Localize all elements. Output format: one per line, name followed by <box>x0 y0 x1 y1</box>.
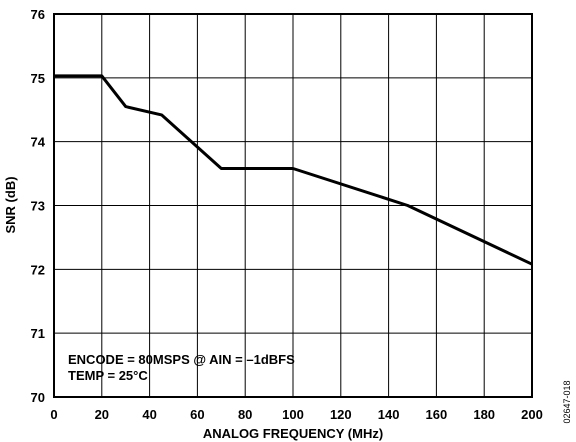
y-tick-label: 70 <box>31 390 45 405</box>
plot-frame <box>53 13 533 398</box>
x-axis-label: ANALOG FREQUENCY (MHz) <box>203 426 383 441</box>
figure-id: 02647-018 <box>562 380 572 423</box>
x-tick-label: 160 <box>426 407 448 422</box>
y-tick-label: 76 <box>31 7 45 22</box>
y-tick-label: 75 <box>31 71 45 86</box>
y-tick-labels: 70 71 72 73 74 75 76 <box>31 7 46 405</box>
y-axis-label: SNR (dB) <box>3 176 18 233</box>
y-tick-label: 74 <box>31 135 46 150</box>
x-tick-label: 80 <box>238 407 252 422</box>
x-tick-label: 20 <box>95 407 109 422</box>
x-tick-label: 140 <box>378 407 400 422</box>
x-tick-labels: 0 20 40 60 80 100 120 140 160 180 200 <box>50 407 542 422</box>
x-tick-label: 60 <box>190 407 204 422</box>
x-tick-label: 0 <box>50 407 57 422</box>
x-tick-label: 200 <box>521 407 543 422</box>
x-tick-label: 120 <box>330 407 352 422</box>
y-tick-label: 71 <box>31 326 45 341</box>
snr-series-line <box>54 74 533 266</box>
x-tick-label: 100 <box>282 407 304 422</box>
y-tick-label: 72 <box>31 262 45 277</box>
x-tick-label: 40 <box>142 407 156 422</box>
annotation-temp: TEMP = 25°C <box>68 368 148 383</box>
y-tick-label: 73 <box>31 199 45 214</box>
grid-lines <box>54 14 532 397</box>
x-tick-label: 180 <box>473 407 495 422</box>
annotation-encode: ENCODE = 80MSPS @ AIN = –1dBFS <box>68 352 295 367</box>
